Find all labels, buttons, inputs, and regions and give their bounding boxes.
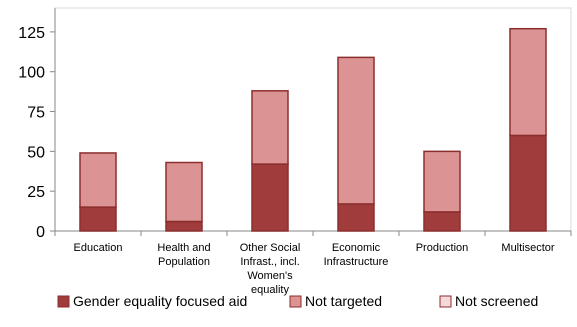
legend: Gender equality focused aid Not targeted N… bbox=[57, 293, 538, 309]
y-tick-label: 25 bbox=[27, 184, 45, 201]
bar-not-targeted bbox=[251, 90, 289, 165]
legend-swatch bbox=[289, 295, 302, 308]
x-tick-label: Other Social bbox=[240, 242, 301, 254]
x-axis: Education Health and Population Other Socia… bbox=[54, 230, 572, 296]
bar-gender-equality-focused-aid bbox=[423, 211, 461, 232]
plot-frame bbox=[54, 7, 572, 232]
bar-not-targeted bbox=[337, 56, 375, 205]
legend-label: Not targeted bbox=[305, 293, 382, 309]
legend-swatch bbox=[439, 295, 452, 308]
x-tick-label: Infrastructure bbox=[324, 256, 389, 268]
x-tick-label: Multisector bbox=[501, 242, 555, 254]
bar-not-targeted bbox=[423, 150, 461, 213]
bar-not-targeted bbox=[165, 161, 203, 223]
y-tick-label: 0 bbox=[36, 224, 45, 241]
legend-swatch bbox=[57, 295, 70, 308]
bars bbox=[79, 27, 547, 232]
x-tick-label: Education bbox=[74, 242, 123, 254]
y-tick-label: 125 bbox=[18, 25, 45, 42]
legend-label: Not screened bbox=[455, 293, 538, 309]
x-tick-label: Population bbox=[158, 256, 210, 268]
x-tick-label: Economic bbox=[332, 242, 381, 254]
bar-gender-equality-focused-aid bbox=[509, 134, 547, 232]
x-tick-label: Infrast., incl. bbox=[240, 256, 299, 268]
x-tick-label: Health and bbox=[157, 242, 210, 254]
legend-label: Gender equality focused aid bbox=[73, 293, 247, 309]
bar-gender-equality-focused-aid bbox=[79, 206, 117, 232]
bar-not-targeted bbox=[509, 27, 547, 137]
bar-gender-equality-focused-aid bbox=[165, 220, 203, 232]
plot-area bbox=[54, 7, 572, 232]
bar-gender-equality-focused-aid bbox=[337, 203, 375, 232]
bar-gender-equality-focused-aid bbox=[251, 163, 289, 232]
x-tick-label: Production bbox=[416, 242, 469, 254]
x-tick-label: Women's bbox=[247, 270, 293, 282]
y-tick-label: 75 bbox=[27, 105, 45, 122]
y-axis: 0 25 50 75 100 125 bbox=[18, 8, 56, 241]
bar-not-targeted bbox=[79, 152, 117, 208]
y-tick-label: 50 bbox=[27, 144, 45, 161]
y-tick-label: 100 bbox=[18, 65, 45, 82]
x-tick-label: equality bbox=[251, 284, 289, 296]
